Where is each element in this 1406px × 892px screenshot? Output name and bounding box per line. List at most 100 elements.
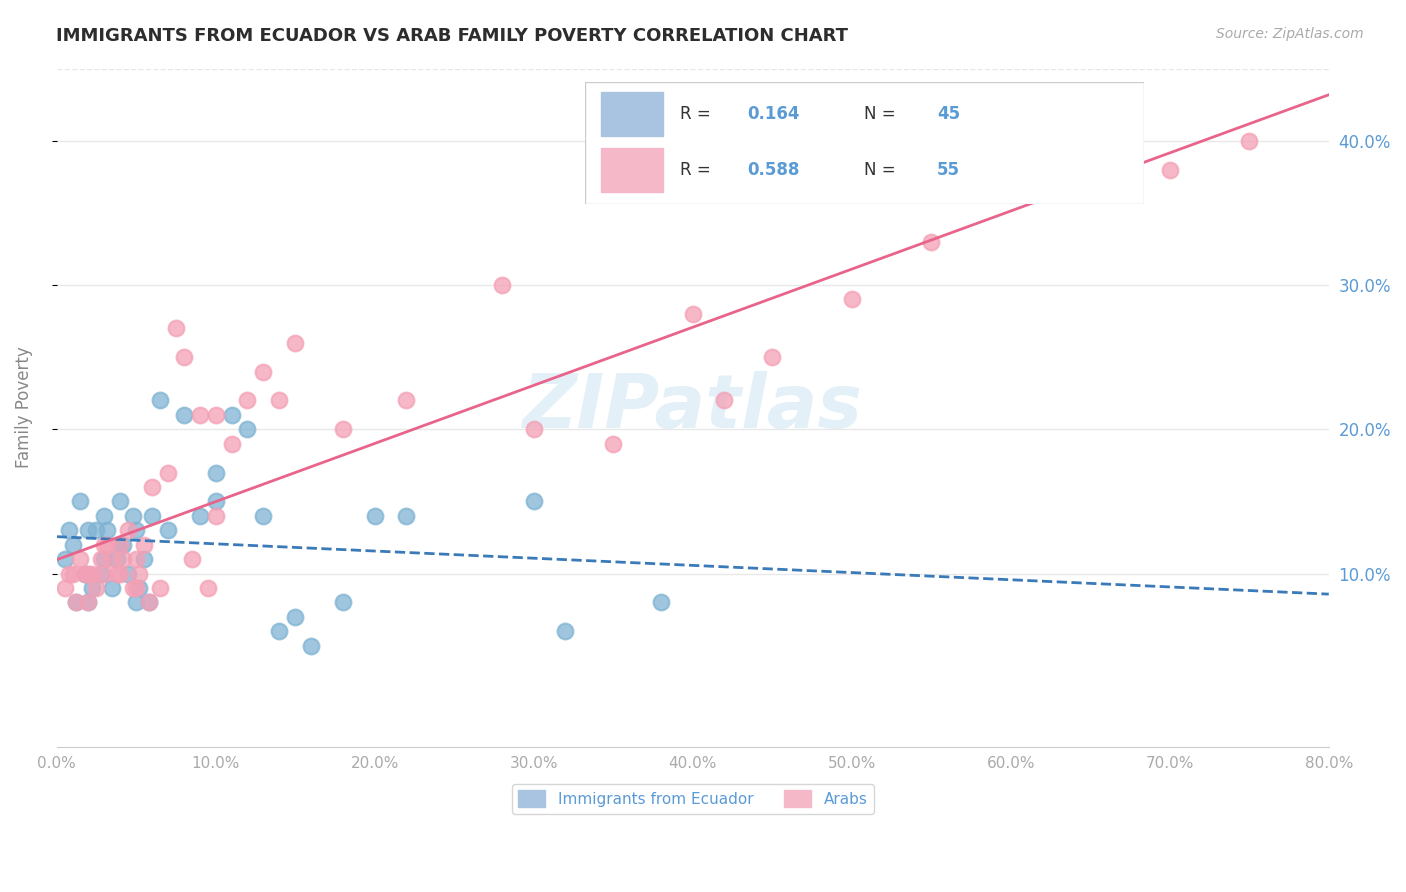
Point bbox=[112, 552, 135, 566]
Point bbox=[141, 480, 163, 494]
Point bbox=[197, 581, 219, 595]
Point bbox=[132, 552, 155, 566]
Point bbox=[62, 538, 84, 552]
Point bbox=[141, 508, 163, 523]
Text: IMMIGRANTS FROM ECUADOR VS ARAB FAMILY POVERTY CORRELATION CHART: IMMIGRANTS FROM ECUADOR VS ARAB FAMILY P… bbox=[56, 27, 848, 45]
Point bbox=[236, 422, 259, 436]
Point bbox=[110, 494, 132, 508]
Point bbox=[110, 566, 132, 581]
Point bbox=[299, 639, 322, 653]
Point bbox=[69, 552, 91, 566]
Point bbox=[1239, 134, 1261, 148]
Point bbox=[682, 307, 704, 321]
Point bbox=[204, 494, 226, 508]
Point bbox=[96, 538, 118, 552]
Point bbox=[332, 422, 354, 436]
Point bbox=[713, 393, 735, 408]
Point bbox=[128, 566, 150, 581]
Point bbox=[204, 466, 226, 480]
Point bbox=[77, 523, 100, 537]
Point bbox=[53, 552, 76, 566]
Point bbox=[125, 581, 148, 595]
Legend: Immigrants from Ecuador, Arabs: Immigrants from Ecuador, Arabs bbox=[512, 784, 873, 814]
Point bbox=[363, 508, 385, 523]
Point bbox=[204, 408, 226, 422]
Point bbox=[221, 408, 243, 422]
Point bbox=[180, 552, 202, 566]
Point bbox=[77, 595, 100, 609]
Point bbox=[395, 508, 418, 523]
Point bbox=[69, 494, 91, 508]
Point bbox=[75, 566, 97, 581]
Point bbox=[173, 350, 195, 364]
Point bbox=[554, 624, 576, 639]
Point bbox=[93, 552, 115, 566]
Point bbox=[188, 408, 211, 422]
Point bbox=[65, 595, 87, 609]
Point bbox=[86, 581, 108, 595]
Point bbox=[125, 552, 148, 566]
Point bbox=[149, 581, 172, 595]
Point bbox=[105, 552, 128, 566]
Point bbox=[101, 552, 124, 566]
Point bbox=[188, 508, 211, 523]
Point bbox=[332, 595, 354, 609]
Point bbox=[122, 581, 145, 595]
Point bbox=[110, 538, 132, 552]
Point bbox=[761, 350, 783, 364]
Point bbox=[252, 364, 274, 378]
Point bbox=[236, 393, 259, 408]
Point bbox=[269, 624, 291, 639]
Point bbox=[80, 581, 103, 595]
Point bbox=[920, 235, 942, 249]
Point bbox=[90, 566, 112, 581]
Point bbox=[138, 595, 160, 609]
Point bbox=[156, 523, 179, 537]
Point bbox=[284, 609, 307, 624]
Point bbox=[58, 523, 80, 537]
Point bbox=[110, 538, 132, 552]
Point bbox=[96, 523, 118, 537]
Point bbox=[602, 436, 624, 450]
Point bbox=[967, 177, 990, 191]
Y-axis label: Family Poverty: Family Poverty bbox=[15, 347, 32, 468]
Point bbox=[395, 393, 418, 408]
Point bbox=[156, 466, 179, 480]
Point bbox=[1159, 162, 1181, 177]
Text: ZIPatlas: ZIPatlas bbox=[523, 371, 863, 444]
Point bbox=[122, 508, 145, 523]
Point bbox=[117, 566, 139, 581]
Point bbox=[523, 494, 546, 508]
Point bbox=[77, 566, 100, 581]
Point bbox=[65, 595, 87, 609]
Point bbox=[105, 566, 128, 581]
Point bbox=[77, 595, 100, 609]
Point bbox=[112, 538, 135, 552]
Point bbox=[86, 523, 108, 537]
Text: Source: ZipAtlas.com: Source: ZipAtlas.com bbox=[1216, 27, 1364, 41]
Point bbox=[101, 581, 124, 595]
Point bbox=[93, 566, 115, 581]
Point bbox=[138, 595, 160, 609]
Point bbox=[75, 566, 97, 581]
Point bbox=[132, 538, 155, 552]
Point bbox=[128, 581, 150, 595]
Point bbox=[125, 595, 148, 609]
Point bbox=[80, 566, 103, 581]
Point bbox=[650, 595, 672, 609]
Point bbox=[491, 277, 513, 292]
Point bbox=[58, 566, 80, 581]
Point bbox=[165, 321, 187, 335]
Point bbox=[173, 408, 195, 422]
Point bbox=[204, 508, 226, 523]
Point bbox=[269, 393, 291, 408]
Point bbox=[523, 422, 546, 436]
Point bbox=[93, 538, 115, 552]
Point bbox=[841, 293, 863, 307]
Point bbox=[221, 436, 243, 450]
Point bbox=[93, 508, 115, 523]
Point bbox=[284, 335, 307, 350]
Point bbox=[90, 552, 112, 566]
Point bbox=[125, 523, 148, 537]
Point bbox=[252, 508, 274, 523]
